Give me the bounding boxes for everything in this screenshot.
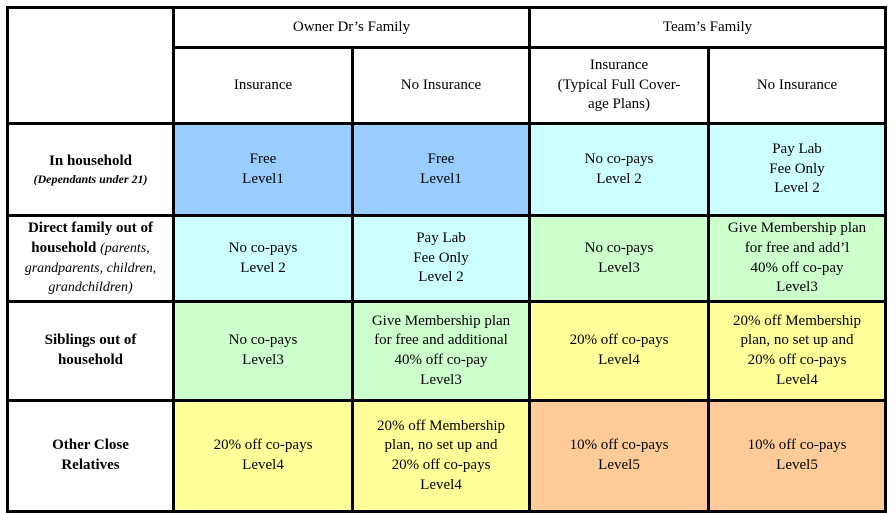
table-row: In household (Dependants under 21) Free L… [6, 122, 888, 217]
plan-cell: 20% off Membership plan, no set up and 2… [351, 399, 531, 513]
column-header-label: Insurance (Typical Full Cover- age Plans… [557, 56, 681, 113]
plan-cell: No co-pays Level3 [528, 213, 710, 304]
plan-cell: Pay Lab Fee Only Level 2 [706, 122, 888, 217]
group-header-row: Owner Dr’s Family Team’s Family [6, 6, 888, 125]
plan-cell-text: 10% off co-pays Level5 [747, 437, 847, 474]
plan-cell-text: 20% off co-pays Level4 [213, 437, 313, 474]
plan-cell-text: Give Membership plan for free and additi… [371, 312, 511, 388]
plan-cell: No co-pays Level 2 [172, 213, 354, 304]
plan-cell-text: 20% off co-pays Level4 [569, 332, 669, 369]
plan-cell-text: 10% off co-pays Level5 [569, 437, 669, 474]
group-header-team-family: Team’s Family [527, 6, 888, 49]
plan-cell-text: Free Level1 [242, 150, 284, 187]
row-label-other-relatives: Other Close Relatives [6, 399, 175, 513]
plan-cell-text: No co-pays Level 2 [228, 239, 298, 276]
plan-cell: No co-pays Level 2 [528, 122, 710, 217]
plan-cell-text: 20% off Membership plan, no set up and 2… [376, 417, 506, 493]
row-label-direct-family: Direct family out of household (parents,… [6, 213, 175, 304]
column-header-row: Insurance No Insurance Insurance (Typica… [8, 46, 888, 125]
plan-cell-text: 20% off Membership plan, no set up and 2… [732, 312, 862, 388]
plan-cell: Give Membership plan for free and add’l … [706, 213, 888, 304]
row-label-in-household: In household (Dependants under 21) [6, 122, 175, 217]
column-header-team-insurance: Insurance (Typical Full Cover- age Plans… [528, 46, 710, 125]
plan-cell: 20% off co-pays Level4 [528, 300, 710, 403]
row-label-title: Other Close Relatives [52, 437, 129, 474]
column-header-owner-no-insurance: No Insurance [351, 46, 531, 125]
column-header-team-no-insurance: No Insurance [706, 46, 888, 125]
family-plan-table: Owner Dr’s Family Team’s Family Insuranc… [6, 6, 888, 513]
plan-cell: 20% off co-pays Level4 [172, 399, 354, 513]
row-label-note: (parents, grandparents, children, grandc… [24, 240, 157, 296]
plan-cell: Pay Lab Fee Only Level 2 [351, 213, 531, 304]
row-label-title: Direct family out of household [27, 220, 154, 256]
row-label-siblings: Siblings out of household [6, 300, 175, 403]
plan-cell: Give Membership plan for free and additi… [351, 300, 531, 403]
column-header-label: No Insurance [400, 76, 482, 93]
group-header-label: Owner Dr’s Family [292, 18, 411, 35]
plan-cell: Free Level1 [351, 122, 531, 217]
plan-cell-text: No co-pays Level3 [584, 239, 654, 276]
plan-cell: 10% off co-pays Level5 [528, 399, 710, 513]
plan-cell-text: Pay Lab Fee Only Level 2 [769, 140, 825, 197]
group-header-owner-family: Owner Dr’s Family [172, 6, 531, 49]
plan-cell: 10% off co-pays Level5 [706, 399, 888, 513]
row-label-note: (Dependants under 21) [33, 171, 148, 186]
row-label-title: Siblings out of household [44, 332, 137, 369]
table-row: Other Close Relatives 20% off co-pays Le… [6, 399, 888, 513]
group-header-label: Team’s Family [662, 18, 753, 35]
plan-cell: 20% off Membership plan, no set up and 2… [706, 300, 888, 403]
table-row: Siblings out of household No co-pays Lev… [6, 300, 888, 403]
plan-cell-text: Free Level1 [420, 150, 462, 187]
column-header-owner-insurance: Insurance [172, 46, 354, 125]
row-label-title: In household [49, 153, 132, 170]
plan-cell-text: Give Membership plan for free and add’l … [727, 220, 867, 296]
plan-cell-text: No co-pays Level3 [228, 332, 298, 369]
plan-cell: Free Level1 [172, 122, 354, 217]
table-row: Direct family out of household (parents,… [6, 213, 888, 304]
plan-cell: No co-pays Level3 [172, 300, 354, 403]
column-header-label: Insurance [233, 76, 293, 93]
column-header-label: No Insurance [756, 76, 838, 93]
corner-cell [6, 6, 175, 125]
plan-cell-text: No co-pays Level 2 [584, 150, 654, 187]
plan-cell-text: Pay Lab Fee Only Level 2 [413, 229, 469, 286]
